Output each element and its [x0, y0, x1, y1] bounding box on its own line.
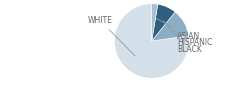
Text: HISPANIC: HISPANIC [175, 30, 212, 47]
Wedge shape [114, 4, 189, 78]
Text: WHITE: WHITE [88, 16, 135, 56]
Wedge shape [152, 4, 158, 41]
Text: ASIAN: ASIAN [156, 18, 200, 41]
Wedge shape [152, 12, 189, 41]
Wedge shape [152, 4, 175, 41]
Text: BLACK: BLACK [163, 21, 202, 54]
